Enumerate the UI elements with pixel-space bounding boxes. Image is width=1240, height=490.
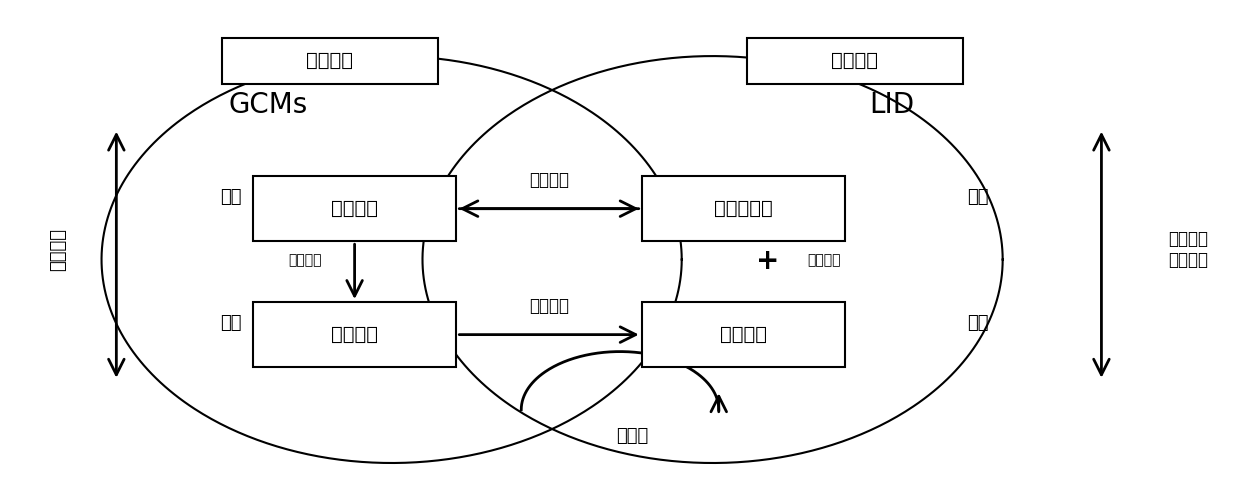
Text: 预测数据: 预测数据	[720, 325, 768, 344]
Text: 集合预测: 集合预测	[529, 296, 569, 315]
Text: 模式筛选: 模式筛选	[289, 253, 322, 268]
Text: 情景预测: 情景预测	[331, 325, 378, 344]
Text: 分组截选: 分组截选	[807, 253, 841, 268]
Text: 对比研究: 对比研究	[529, 171, 569, 189]
FancyBboxPatch shape	[222, 38, 438, 84]
FancyBboxPatch shape	[253, 176, 456, 242]
FancyBboxPatch shape	[253, 302, 456, 368]
Text: 未来: 未来	[967, 314, 988, 332]
Text: 气候因子: 气候因子	[50, 228, 67, 271]
Text: 气候变化
影响研究: 气候变化 影响研究	[1168, 230, 1208, 269]
Text: +: +	[756, 246, 780, 274]
Text: 未来: 未来	[221, 314, 242, 332]
Text: 历史: 历史	[967, 188, 988, 206]
Text: 降尺度: 降尺度	[616, 427, 649, 445]
Text: 源头设施: 源头设施	[831, 51, 878, 71]
Text: LID: LID	[869, 91, 914, 119]
Text: 历史: 历史	[221, 188, 242, 206]
FancyBboxPatch shape	[746, 38, 962, 84]
Text: 气象站数据: 气象站数据	[714, 199, 773, 218]
FancyBboxPatch shape	[641, 302, 846, 368]
Text: 气候模式: 气候模式	[306, 51, 353, 71]
Text: 模式模拟: 模式模拟	[331, 199, 378, 218]
FancyBboxPatch shape	[641, 176, 846, 242]
Text: GCMs: GCMs	[228, 91, 308, 119]
